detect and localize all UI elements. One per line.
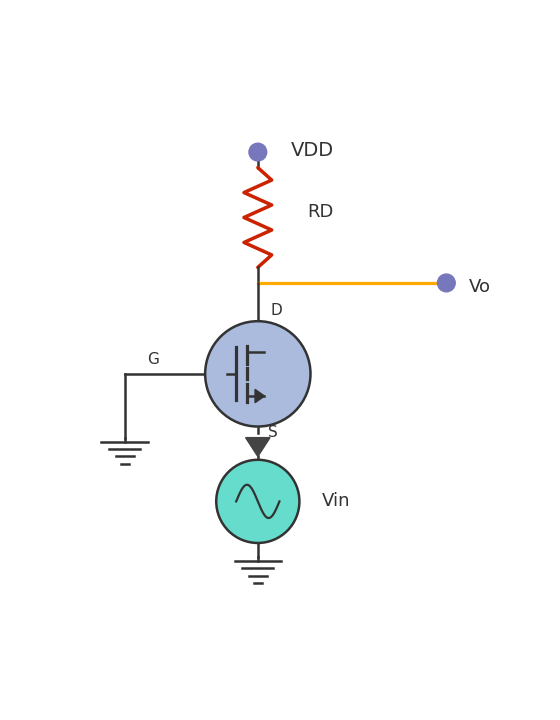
Text: S: S xyxy=(268,426,278,441)
Circle shape xyxy=(205,321,310,426)
Text: Vin: Vin xyxy=(321,492,350,510)
Circle shape xyxy=(216,460,300,543)
Text: G: G xyxy=(147,352,159,367)
Text: D: D xyxy=(270,303,282,318)
Text: RD: RD xyxy=(308,203,334,221)
Text: VDD: VDD xyxy=(291,141,334,161)
Text: Vo: Vo xyxy=(469,279,491,297)
Polygon shape xyxy=(246,438,270,456)
Circle shape xyxy=(437,274,455,292)
Polygon shape xyxy=(255,390,264,402)
Circle shape xyxy=(249,143,267,161)
